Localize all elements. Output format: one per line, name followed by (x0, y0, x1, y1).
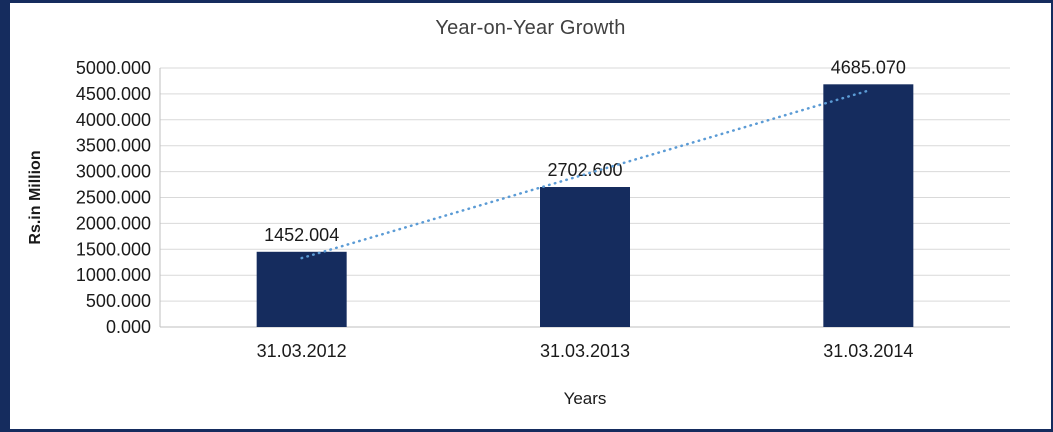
plot-area: 0.000 500.000 1000.000 1500.000 2000.000 2500… (27, 57, 1010, 408)
y-tick-label: 3500.000 (76, 136, 151, 156)
y-tick-label: 5000.000 (76, 58, 151, 78)
y-tick-label: 3000.000 (76, 162, 151, 182)
y-tick-label: 500.000 (86, 291, 151, 311)
y-tick-label: 4500.000 (76, 84, 151, 104)
x-tick-label: 31.03.2014 (823, 341, 913, 361)
x-axis-title: Years (564, 389, 607, 408)
y-tick-label: 1500.000 (76, 239, 151, 259)
bar-value-label: 1452.004 (264, 225, 339, 245)
y-axis-title: Rs.in Million (27, 150, 44, 244)
x-tick-label: 31.03.2012 (257, 341, 347, 361)
trendline (300, 89, 870, 260)
x-tick-label: 31.03.2013 (540, 341, 630, 361)
bar-value-label: 4685.070 (831, 57, 906, 77)
chart-title: Year-on-Year Growth (435, 17, 626, 39)
y-tick-label: 4000.000 (76, 110, 151, 130)
y-tick-label: 2500.000 (76, 188, 151, 208)
y-tick-label: 1000.000 (76, 265, 151, 285)
y-tick-label: 0.000 (106, 317, 151, 337)
bar (256, 251, 347, 327)
bar (540, 187, 630, 327)
bar (823, 84, 914, 327)
y-tick-label: 2000.000 (76, 213, 151, 233)
bar-value-label: 2702.600 (547, 160, 622, 180)
